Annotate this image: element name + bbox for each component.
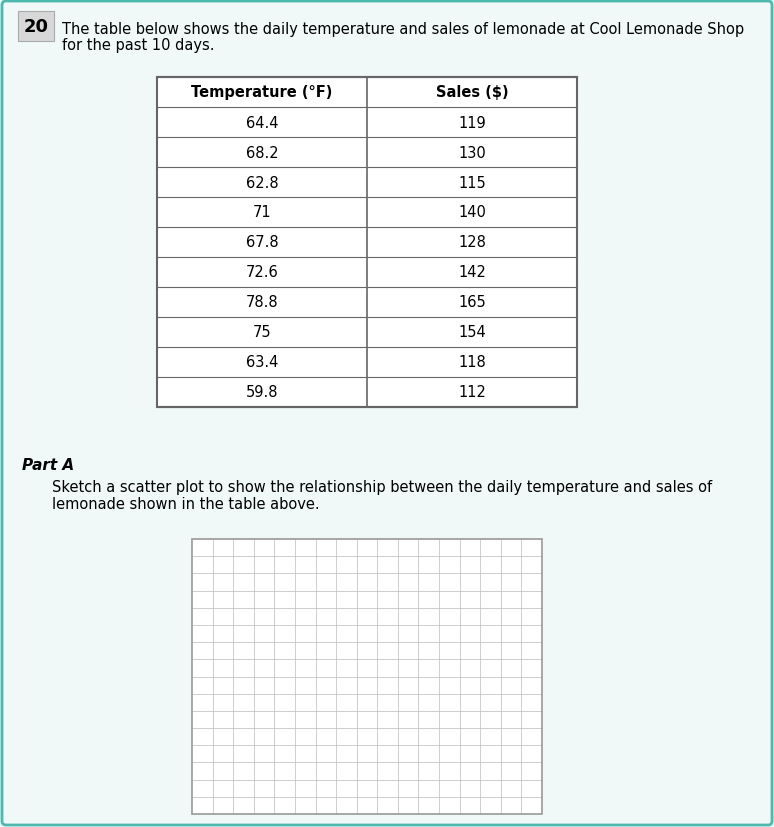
Text: 62.8: 62.8 [245,175,279,190]
Bar [18,12,54,42]
Text: 112: 112 [458,385,486,400]
Bar [157,78,577,408]
Bar [192,539,542,814]
Text: 67.8: 67.8 [245,235,279,251]
Text: for the past 10 days.: for the past 10 days. [62,38,214,53]
Text: 78.8: 78.8 [245,295,279,310]
Text: Part A: Part A [22,457,74,472]
Text: 115: 115 [458,175,486,190]
Text: lemonade shown in the table above.: lemonade shown in the table above. [52,496,320,511]
Text: 59.8: 59.8 [246,385,278,400]
Bar [157,78,577,408]
Text: 68.2: 68.2 [245,146,279,160]
Text: 130: 130 [458,146,486,160]
Bar [192,539,542,814]
Text: 165: 165 [458,295,486,310]
Text: 64.4: 64.4 [246,115,278,131]
Text: The table below shows the daily temperature and sales of lemonade at Cool Lemona: The table below shows the daily temperat… [62,22,744,37]
Text: 142: 142 [458,265,486,280]
Text: 128: 128 [458,235,486,251]
Text: 140: 140 [458,205,486,220]
Text: 72.6: 72.6 [245,265,279,280]
Text: 154: 154 [458,325,486,340]
Text: Temperature (°F): Temperature (°F) [191,85,333,100]
Text: 63.4: 63.4 [246,355,278,370]
Text: 119: 119 [458,115,486,131]
Text: 20: 20 [23,18,49,36]
Text: 75: 75 [252,325,272,340]
Text: Sketch a scatter plot to show the relationship between the daily temperature and: Sketch a scatter plot to show the relati… [52,480,712,495]
Text: Sales ($): Sales ($) [436,85,509,100]
Text: 71: 71 [252,205,272,220]
Text: 118: 118 [458,355,486,370]
